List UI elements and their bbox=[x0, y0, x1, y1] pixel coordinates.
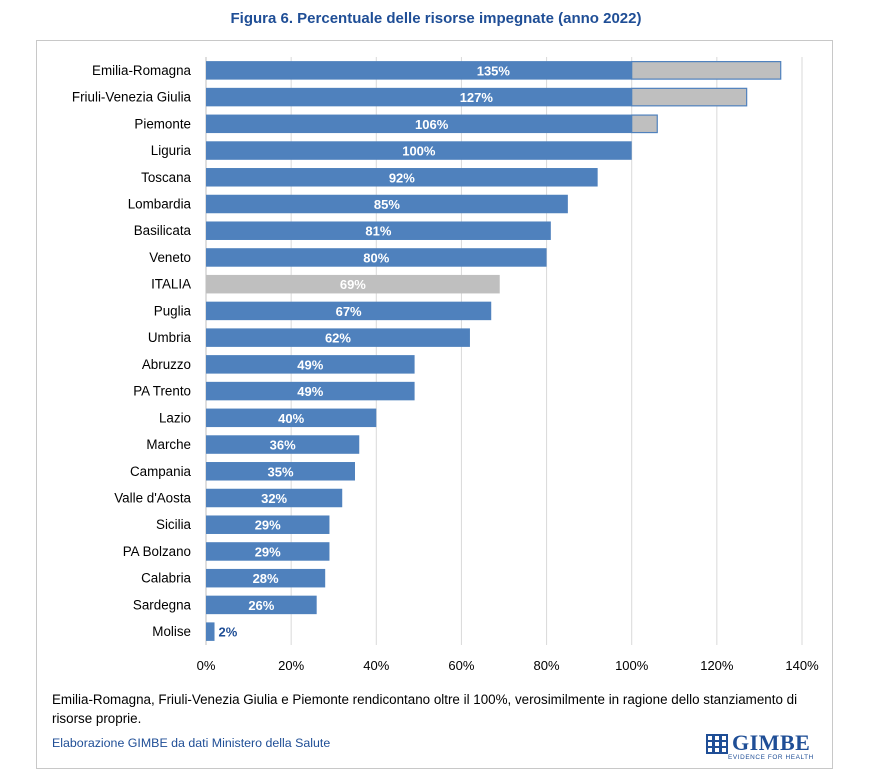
bar bbox=[206, 488, 343, 508]
x-tick-label: 40% bbox=[363, 658, 389, 673]
x-tick-label: 0% bbox=[197, 658, 216, 673]
category-label: Lombardia bbox=[128, 197, 192, 212]
category-label: Molise bbox=[152, 624, 191, 639]
bar bbox=[206, 141, 632, 160]
x-tick-label: 80% bbox=[534, 658, 560, 673]
gimbe-logo-tagline: EVIDENCE FOR HEALTH bbox=[728, 754, 814, 761]
bar-excess bbox=[631, 87, 748, 107]
data-label: 106% bbox=[415, 117, 449, 132]
bar bbox=[206, 61, 632, 80]
bar bbox=[206, 355, 415, 374]
bar bbox=[206, 462, 355, 481]
category-label: Liguria bbox=[151, 143, 192, 158]
category-label: Sicilia bbox=[156, 517, 192, 532]
bar bbox=[206, 87, 632, 107]
category-label: Valle d'Aosta bbox=[114, 491, 191, 506]
data-label: 62% bbox=[325, 331, 351, 346]
data-label: 49% bbox=[297, 357, 323, 372]
data-label: 69% bbox=[340, 277, 366, 292]
bar bbox=[206, 408, 377, 428]
bar bbox=[206, 194, 568, 214]
category-label: PA Bolzano bbox=[123, 544, 191, 559]
category-label: Veneto bbox=[149, 250, 191, 265]
bar bbox=[206, 114, 632, 134]
bar bbox=[206, 168, 598, 187]
gimbe-logo-icon bbox=[706, 734, 728, 754]
x-tick-label: 140% bbox=[785, 658, 819, 673]
data-label: 92% bbox=[389, 170, 415, 185]
category-label: Piemonte bbox=[134, 116, 191, 131]
bar bbox=[206, 274, 500, 294]
category-label: Sardegna bbox=[133, 597, 192, 612]
category-label: Campania bbox=[130, 464, 192, 479]
category-label: Toscana bbox=[141, 170, 191, 185]
category-label: Marche bbox=[146, 437, 191, 452]
chart-title: Figura 6. Percentuale delle risorse impe… bbox=[230, 10, 642, 27]
data-label: 100% bbox=[402, 144, 436, 159]
x-tick-label: 100% bbox=[615, 658, 649, 673]
bar bbox=[206, 595, 317, 615]
category-label: Emilia-Romagna bbox=[92, 63, 192, 78]
bar-excess bbox=[631, 114, 658, 134]
bar-chart: 0% 20% 40% 60% 80% 100% 120% 140% Emilia-Romagna… bbox=[72, 57, 819, 673]
chart-source: Elaborazione GIMBE da dati Ministero del… bbox=[52, 736, 331, 750]
category-label: Umbria bbox=[148, 330, 192, 345]
category-label: Abruzzo bbox=[142, 357, 191, 372]
category-label: PA Trento bbox=[133, 384, 191, 399]
data-label: 26% bbox=[248, 598, 274, 613]
bar bbox=[206, 301, 492, 321]
data-label: 35% bbox=[267, 464, 293, 479]
data-label: 67% bbox=[336, 304, 362, 319]
bar-excess bbox=[631, 61, 782, 80]
data-label: 32% bbox=[261, 491, 287, 506]
data-label: 85% bbox=[374, 197, 400, 212]
x-tick-label: 60% bbox=[448, 658, 474, 673]
bar bbox=[206, 435, 360, 454]
x-tick-label: 120% bbox=[700, 658, 734, 673]
category-label: Basilicata bbox=[134, 223, 192, 238]
data-label: 29% bbox=[255, 544, 281, 559]
x-tick-label: 20% bbox=[278, 658, 304, 673]
gimbe-logo: GIMBE EVIDENCE FOR HEALTH bbox=[706, 730, 820, 765]
data-label: 49% bbox=[297, 384, 323, 399]
data-label: 127% bbox=[460, 90, 494, 105]
bar bbox=[206, 248, 547, 267]
bar bbox=[206, 515, 330, 534]
bar bbox=[206, 568, 326, 588]
data-label: 2% bbox=[219, 625, 238, 640]
category-label: Calabria bbox=[141, 571, 191, 586]
data-label: 29% bbox=[255, 518, 281, 533]
category-label: Friuli-Venezia Giulia bbox=[72, 90, 192, 105]
data-label: 28% bbox=[253, 571, 279, 586]
bar bbox=[206, 221, 551, 240]
bar bbox=[206, 328, 470, 347]
gimbe-logo-wordmark: GIMBE bbox=[732, 730, 811, 755]
category-label: Lazio bbox=[159, 410, 191, 425]
category-label: ITALIA bbox=[151, 277, 191, 292]
data-label: 36% bbox=[270, 438, 296, 453]
bar bbox=[206, 622, 215, 641]
data-label: 40% bbox=[278, 411, 304, 426]
bar bbox=[206, 381, 415, 401]
chart-note: Emilia-Romagna, Friuli-Venezia Giulia e … bbox=[52, 692, 798, 726]
bar bbox=[206, 542, 330, 561]
data-label: 80% bbox=[363, 250, 389, 265]
data-label: 81% bbox=[365, 224, 391, 239]
data-label: 135% bbox=[477, 63, 511, 78]
chart-frame bbox=[36, 40, 833, 769]
category-label: Puglia bbox=[154, 303, 192, 318]
